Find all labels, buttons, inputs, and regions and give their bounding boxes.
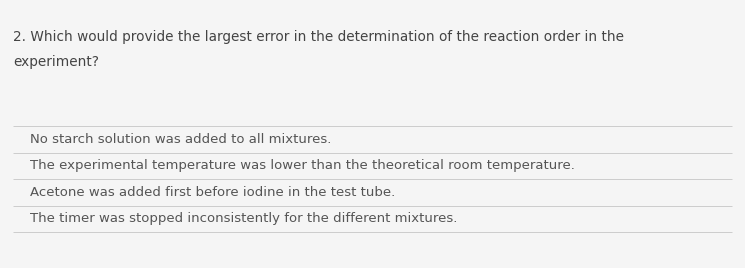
Text: The timer was stopped inconsistently for the different mixtures.: The timer was stopped inconsistently for… (30, 212, 457, 225)
Text: Acetone was added first before iodine in the test tube.: Acetone was added first before iodine in… (30, 186, 396, 199)
Text: No starch solution was added to all mixtures.: No starch solution was added to all mixt… (30, 133, 332, 146)
Text: experiment?: experiment? (13, 55, 99, 69)
Text: 2. Which would provide the largest error in the determination of the reaction or: 2. Which would provide the largest error… (13, 30, 624, 44)
Text: The experimental temperature was lower than the theoretical room temperature.: The experimental temperature was lower t… (30, 159, 575, 172)
